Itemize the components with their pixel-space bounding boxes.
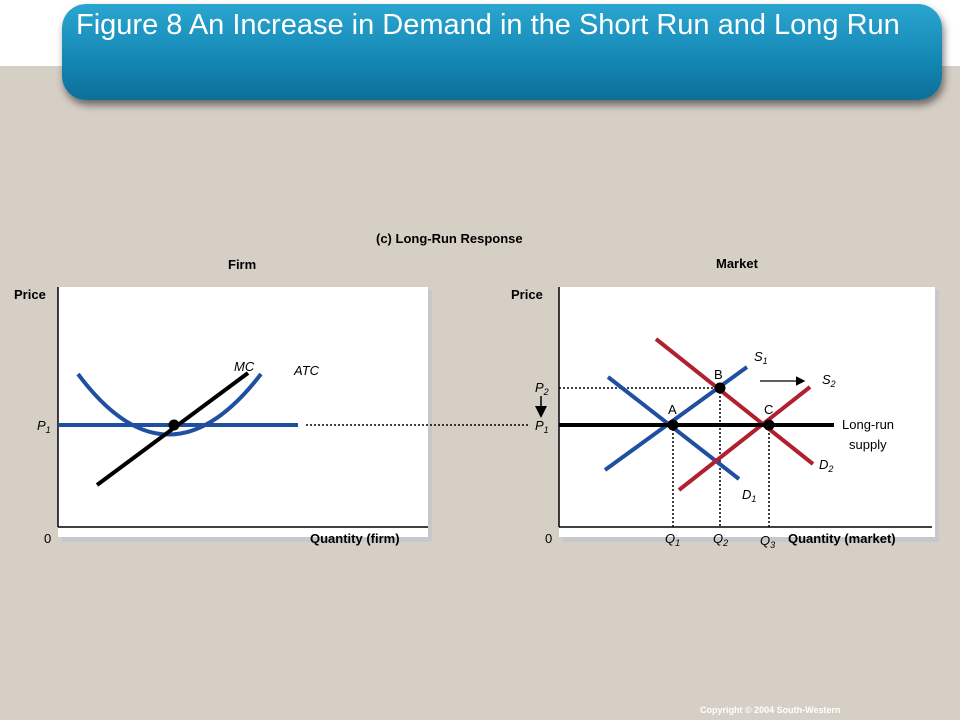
market-x-label: Quantity (market) bbox=[788, 531, 896, 546]
market-origin-label: 0 bbox=[545, 531, 552, 546]
firm-panel-title: Firm bbox=[228, 257, 256, 272]
d1-label: D1 bbox=[742, 487, 756, 504]
firm-atc-curve bbox=[76, 372, 263, 437]
copyright-notice: Copyright © 2004 South-Western bbox=[700, 705, 841, 715]
firm-equilibrium-point bbox=[168, 419, 180, 431]
firm-x-label: Quantity (firm) bbox=[310, 531, 400, 546]
q3-label: Q3 bbox=[760, 533, 775, 550]
q1-label: Q1 bbox=[665, 531, 680, 548]
firm-mc-label: MC bbox=[234, 359, 255, 374]
firm-y-label: Price bbox=[14, 287, 46, 302]
market-demand-d2 bbox=[654, 337, 815, 466]
long-run-supply-label-line2: supply bbox=[849, 437, 887, 452]
firm-origin-label: 0 bbox=[44, 531, 51, 546]
long-run-supply-label-line1: Long-run bbox=[842, 417, 894, 432]
equilibrium-point-c bbox=[763, 419, 775, 431]
s1-label: S1 bbox=[754, 349, 768, 366]
market-p2-label: P2 bbox=[535, 380, 549, 397]
chart-title: (c) Long-Run Response bbox=[376, 231, 523, 246]
q2-label: Q2 bbox=[713, 531, 728, 548]
market-panel-title: Market bbox=[716, 256, 759, 271]
firm-plot-area bbox=[58, 287, 428, 537]
firm-p1-label: P1 bbox=[37, 418, 51, 435]
s2-label: S2 bbox=[822, 372, 836, 389]
equilibrium-point-b bbox=[714, 382, 726, 394]
market-panel: Price Quantity (market) 0 A B C S1 S2 D1… bbox=[511, 287, 939, 550]
market-supply-s2 bbox=[677, 385, 812, 492]
firm-panel: Price Quantity (firm) 0 MC ATC P1 bbox=[14, 287, 432, 546]
market-y-label: Price bbox=[511, 287, 543, 302]
equilibrium-point-a bbox=[667, 419, 679, 431]
point-c-label: C bbox=[764, 402, 773, 417]
point-b-label: B bbox=[714, 367, 723, 382]
firm-atc-label: ATC bbox=[293, 363, 320, 378]
point-a-label: A bbox=[668, 402, 677, 417]
title-bar bbox=[62, 4, 942, 100]
market-p1-label: P1 bbox=[535, 418, 549, 435]
d2-label: D2 bbox=[819, 457, 833, 474]
slide-title: Figure 8 An Increase in Demand in the Sh… bbox=[76, 9, 900, 41]
